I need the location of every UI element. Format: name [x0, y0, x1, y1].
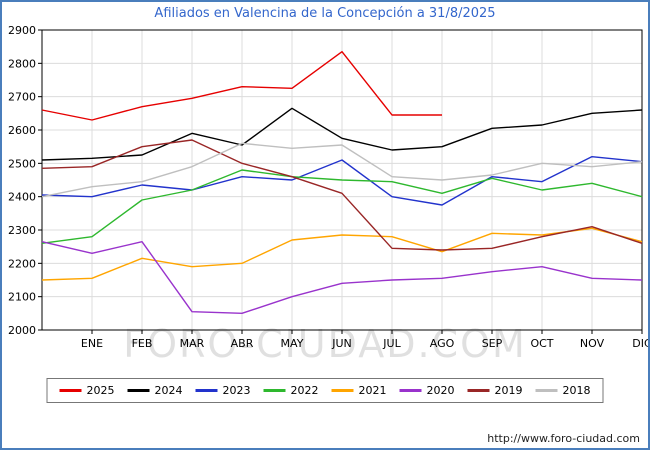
y-tick-label: 2900 [8, 24, 36, 37]
legend-label-2021: 2021 [358, 384, 387, 397]
legend-marker-2025 [59, 389, 82, 392]
x-tick-label: DIC [632, 337, 648, 350]
legend-marker-2022 [263, 389, 286, 392]
y-tick-label: 2400 [8, 191, 36, 204]
legend-item-2023: 2023 [195, 384, 251, 397]
series-2021-line [41, 227, 643, 281]
series-2024-line [41, 107, 643, 161]
series-2022-line [41, 169, 643, 245]
legend-marker-2020 [399, 389, 422, 392]
x-tick-label: MAY [281, 337, 304, 350]
legend-marker-2024 [127, 389, 150, 392]
y-tick-label: 2000 [8, 324, 36, 337]
legend-marker-2018 [535, 389, 558, 392]
legend-marker-2019 [467, 389, 490, 392]
legend-item-2024: 2024 [127, 384, 183, 397]
legend-item-2022: 2022 [263, 384, 319, 397]
x-tick-label: OCT [530, 337, 553, 350]
x-tick-label: ABR [231, 337, 254, 350]
y-tick-label: 2100 [8, 291, 36, 304]
legend-item-2018: 2018 [535, 384, 591, 397]
legend-marker-2021 [331, 389, 354, 392]
chart-title: Afiliados en Valencina de la Concepción … [154, 6, 496, 21]
y-tick-label: 2300 [8, 224, 36, 237]
legend-label-2019: 2019 [494, 384, 523, 397]
series-2025-line [41, 50, 442, 121]
y-tick-label: 2600 [8, 124, 36, 137]
y-tick-label: 2500 [8, 157, 36, 170]
chart-legend: 2025 2024 2023 2022 2021 2020 2019 2018 [46, 378, 604, 403]
x-tick-label: NOV [580, 337, 605, 350]
y-tick-label: 2700 [8, 91, 36, 104]
x-tick-label: MAR [180, 337, 205, 350]
legend-item-2020: 2020 [399, 384, 455, 397]
legend-item-2025: 2025 [59, 384, 115, 397]
y-tick-label: 2800 [8, 57, 36, 70]
legend-label-2023: 2023 [222, 384, 251, 397]
legend-item-2019: 2019 [467, 384, 523, 397]
legend-label-2022: 2022 [290, 384, 319, 397]
legend-label-2024: 2024 [154, 384, 183, 397]
legend-label-2020: 2020 [426, 384, 455, 397]
x-tick-label: JUN [331, 337, 352, 350]
y-tick-label: 2200 [8, 257, 36, 270]
legend-item-2021: 2021 [331, 384, 387, 397]
series-2018-line [41, 142, 643, 198]
x-tick-label: JUL [382, 337, 401, 350]
series-2023-line [41, 155, 643, 206]
x-tick-label: FEB [132, 337, 153, 350]
series-2020-line [41, 240, 643, 315]
footer-url[interactable]: http://www.foro-ciudad.com [487, 432, 640, 445]
x-tick-label: AGO [430, 337, 455, 350]
legend-marker-2023 [195, 389, 218, 392]
x-tick-label: SEP [482, 337, 503, 350]
series-2019-line [41, 139, 643, 251]
legend-label-2025: 2025 [86, 384, 115, 397]
legend-label-2018: 2018 [562, 384, 591, 397]
affiliates-line-chart: 2000 2100 2200 2300 2400 2500 2600 2700 2800 2900… [8, 24, 648, 350]
x-tick-label: ENE [81, 337, 103, 350]
